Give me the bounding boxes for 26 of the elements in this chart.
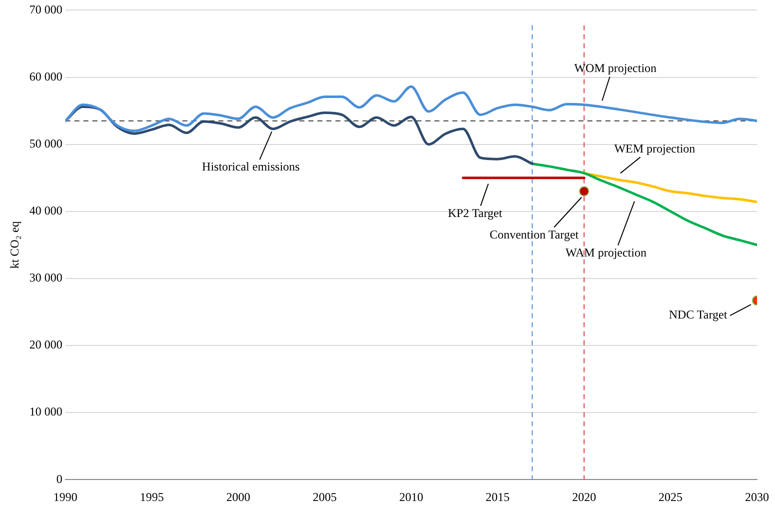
y-tick-label: 40 000 (29, 204, 62, 218)
annotation: WEM projection (614, 141, 696, 156)
annotation: NDC Target (668, 308, 728, 322)
x-tick-label: 2005 (312, 490, 337, 504)
x-tick-label: 2030 (745, 490, 769, 504)
x-tick-label: 2010 (399, 490, 424, 504)
y-axis-title: kt CO₂ eq (7, 221, 22, 269)
y-tick-label: 30 000 (29, 270, 62, 285)
x-tick-label: 2000 (226, 490, 250, 504)
annotation: WOM projection (574, 60, 657, 75)
x-tick-label: 2020 (572, 490, 596, 504)
annotation: KP2 Target (448, 206, 503, 220)
y-tick-label: 20 000 (29, 338, 62, 352)
x-tick-label: 1990 (53, 490, 78, 504)
annotation: WAM projection (565, 245, 646, 260)
y-tick-label: 10 000 (29, 404, 62, 419)
x-tick-label: 2015 (486, 490, 510, 504)
y-tick-label: 70 000 (29, 2, 62, 16)
x-tick-label: 1995 (140, 490, 164, 504)
y-tick-label: 60 000 (29, 69, 62, 84)
annotation: Convention Target (490, 227, 580, 242)
y-tick-label: 0 (56, 472, 62, 486)
line-series (582, 172, 757, 204)
annotation: Historical emissions (202, 160, 300, 174)
y-tick-label: 50 000 (29, 136, 62, 150)
x-tick-label: 2025 (658, 490, 683, 504)
